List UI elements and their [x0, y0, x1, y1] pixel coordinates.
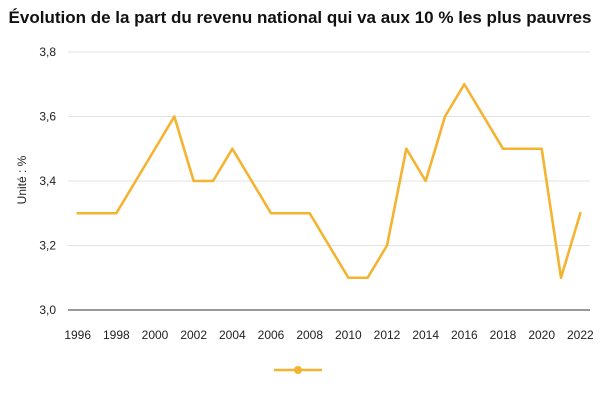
x-tick-label: 2010	[335, 328, 362, 342]
x-tick-label: 1996	[64, 328, 91, 342]
y-tick-labels: 3,0 3,2 3,4 3,6 3,8	[39, 45, 56, 317]
x-tick-label: 2008	[296, 328, 323, 342]
x-tick-labels: 1996 1998 2000 2002 2004 2006 2008 2010 2012 2014…	[64, 328, 594, 342]
x-tick-label: 2004	[219, 328, 246, 342]
x-tick-label: 2012	[374, 328, 401, 342]
y-tick-label: 3,8	[39, 45, 56, 59]
x-tick-label: 2006	[258, 328, 285, 342]
x-tick-label: 2020	[528, 328, 555, 342]
y-tick-label: 3,4	[39, 174, 56, 188]
x-tick-label: 2000	[142, 328, 169, 342]
y-tick-label: 3,2	[39, 239, 56, 253]
legend-swatch-marker	[294, 366, 302, 374]
chart-title: Évolution de la part du revenu national …	[8, 8, 592, 27]
x-tick-label: 2014	[412, 328, 439, 342]
x-tick-label: 2022	[567, 328, 594, 342]
x-tick-label: 2018	[490, 328, 517, 342]
series-layer	[76, 82, 582, 280]
y-tick-label: 3,6	[39, 110, 56, 124]
y-tick-label: 3,0	[39, 303, 56, 317]
legend[interactable]	[274, 366, 322, 374]
y-axis-label: Unité : %	[15, 155, 29, 204]
x-tick-label: 2016	[451, 328, 478, 342]
x-tick-label: 1998	[103, 328, 130, 342]
x-tick-label: 2002	[180, 328, 207, 342]
series-line	[76, 82, 582, 280]
